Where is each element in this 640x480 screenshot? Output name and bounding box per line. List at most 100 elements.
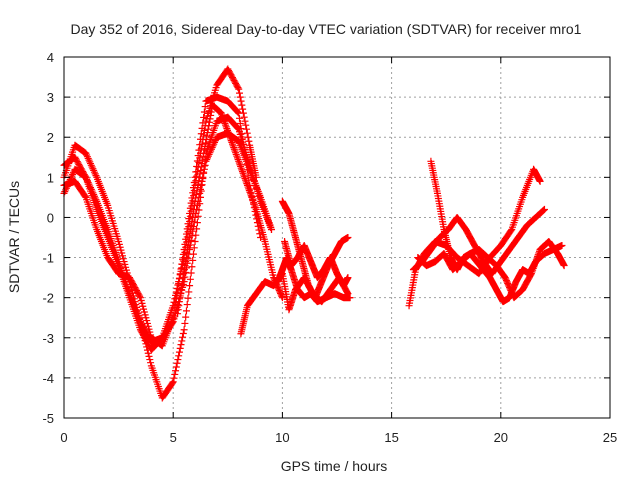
data-point (228, 138, 236, 146)
data-point (346, 294, 354, 302)
data-point (85, 180, 93, 188)
data-point (278, 292, 286, 300)
data-point (209, 142, 217, 150)
data-point (244, 133, 252, 141)
data-point (224, 128, 232, 136)
data-point (189, 256, 197, 264)
data-point (88, 163, 96, 171)
data-point (250, 200, 258, 208)
data-point (190, 201, 198, 209)
data-point (222, 123, 230, 131)
x-tick-label: 25 (603, 430, 617, 445)
data-point (194, 180, 202, 188)
data-point (182, 313, 190, 321)
data-point (201, 103, 209, 111)
data-point (202, 139, 210, 147)
data-point (178, 260, 186, 268)
axis-ticks: 0 5 10 15 20 25 -5 -4 -3 -2 -1 0 1 2 3 4 (42, 50, 617, 445)
data-point (223, 126, 231, 134)
data-point (233, 123, 241, 131)
data-point (218, 111, 226, 119)
data-point (234, 156, 242, 164)
data-point (242, 176, 250, 184)
data-point (211, 137, 219, 145)
data-point (239, 105, 247, 113)
data-point (174, 356, 182, 364)
data-point (242, 121, 250, 129)
grid-lines (64, 57, 610, 418)
data-point (82, 149, 90, 157)
data-point (147, 359, 155, 367)
data-point (170, 374, 178, 382)
y-tick-label: 2 (47, 130, 54, 145)
data-point (172, 288, 180, 296)
data-point (196, 170, 204, 178)
data-point (144, 349, 152, 357)
data-point (220, 116, 228, 124)
data-point (177, 286, 185, 294)
data-point (200, 108, 208, 116)
data-point (181, 319, 189, 327)
data-point (189, 209, 197, 217)
data-point (238, 101, 246, 109)
series-track-c (60, 93, 265, 350)
data-point (145, 352, 153, 360)
x-tick-label: 15 (384, 430, 398, 445)
data-point (238, 130, 246, 138)
data-point (207, 108, 215, 116)
data-point (67, 174, 75, 182)
data-point (246, 188, 254, 196)
y-tick-label: 4 (47, 50, 54, 65)
data-point (194, 152, 202, 160)
data-point (222, 121, 230, 129)
x-axis-label: GPS time / hours (281, 458, 388, 474)
data-point (247, 190, 255, 198)
data-point (172, 363, 180, 371)
data-point (344, 274, 352, 282)
data-point (230, 145, 238, 153)
data-point (239, 169, 247, 177)
data-point (207, 111, 215, 119)
data-point (241, 174, 249, 182)
data-point (247, 192, 255, 200)
data-point (185, 238, 193, 246)
y-axis-label: SDTVAR / TECUs (6, 181, 22, 293)
data-point (231, 147, 239, 155)
x-tick-label: 0 (60, 430, 67, 445)
series-track-m (174, 101, 286, 318)
data-point (235, 157, 243, 165)
data-point (85, 156, 93, 164)
data-point (236, 114, 243, 122)
data-point (204, 125, 212, 133)
data-point (232, 149, 240, 157)
data-point (176, 344, 184, 352)
data-point (184, 242, 192, 250)
y-tick-label: 0 (47, 210, 54, 225)
data-point (197, 185, 204, 193)
data-point (197, 166, 205, 174)
data-point (82, 173, 90, 181)
data-point (344, 234, 352, 241)
data-point (245, 185, 253, 193)
data-point (220, 118, 228, 126)
data-point (237, 162, 245, 170)
data-point (176, 294, 184, 302)
data-point (168, 319, 176, 327)
data-point (92, 172, 100, 180)
data-point (188, 263, 196, 271)
chart-title: Day 352 of 2016, Sidereal Day-to-day VTE… (71, 21, 582, 37)
data-point (536, 177, 544, 185)
data-point (174, 284, 182, 292)
data-point (204, 154, 212, 162)
data-point (180, 270, 188, 278)
data-point (558, 242, 566, 250)
x-tick-label: 5 (170, 430, 177, 445)
data-point (89, 189, 97, 197)
data-point (62, 186, 70, 194)
series-track-i (409, 205, 548, 278)
data-point (199, 119, 207, 127)
data-point (175, 298, 183, 306)
data-point (211, 138, 219, 146)
data-point (192, 191, 200, 199)
data-point (238, 168, 246, 176)
